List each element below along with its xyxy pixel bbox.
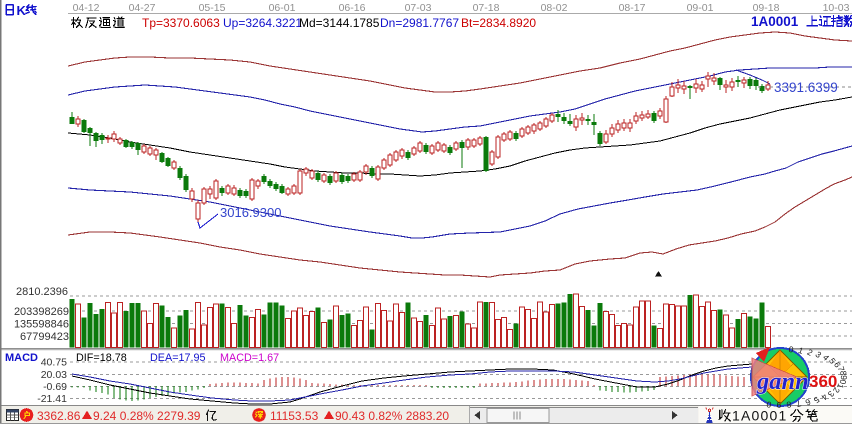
svg-text:40.75: 40.75 — [41, 357, 67, 369]
svg-text:0: 0 — [838, 379, 849, 386]
svg-text:4: 4 — [819, 392, 830, 403]
svg-text:05-15: 05-15 — [199, 2, 226, 14]
svg-text:08-17: 08-17 — [619, 2, 646, 14]
svg-text:Dn=2981.7767: Dn=2981.7767 — [380, 16, 459, 30]
svg-text:2: 2 — [831, 386, 842, 395]
svg-text:Md=3144.1785: Md=3144.1785 — [299, 16, 380, 30]
svg-text:203398269: 203398269 — [14, 306, 69, 318]
svg-text:06-01: 06-01 — [269, 2, 296, 14]
svg-text:8: 8 — [838, 370, 849, 376]
svg-text:08-02: 08-02 — [541, 2, 568, 14]
svg-text:07-03: 07-03 — [405, 2, 432, 14]
svg-text:1A0001: 1A0001 — [732, 408, 787, 424]
svg-text:11153.53: 11153.53 — [270, 409, 319, 423]
svg-text:-0.69: -0.69 — [43, 381, 67, 393]
svg-text:20.03: 20.03 — [41, 369, 67, 381]
svg-text:1: 1 — [797, 345, 805, 356]
svg-text:7: 7 — [795, 398, 803, 409]
svg-text:5: 5 — [812, 394, 822, 405]
svg-text:0: 0 — [765, 399, 772, 410]
svg-text:09-01: 09-01 — [687, 2, 714, 14]
svg-text:10-03: 10-03 — [823, 2, 850, 14]
svg-text:2: 2 — [806, 347, 815, 358]
svg-text:3: 3 — [826, 389, 837, 399]
svg-text:DEA=17.95: DEA=17.95 — [150, 352, 206, 364]
svg-text:MACD=1.67: MACD=1.67 — [220, 352, 279, 364]
svg-text:67799423: 67799423 — [20, 331, 69, 343]
svg-text:04-27: 04-27 — [129, 2, 156, 14]
svg-text:07-18: 07-18 — [473, 2, 500, 14]
svg-text:9.24 0.28% 2279.39: 9.24 0.28% 2279.39 — [93, 409, 201, 423]
svg-text:8: 8 — [786, 399, 792, 410]
svg-text:9: 9 — [839, 375, 849, 380]
svg-text:6: 6 — [832, 360, 843, 369]
svg-text:90.43 0.82% 2883.20: 90.43 0.82% 2883.20 — [335, 409, 449, 423]
svg-text:3016.9300: 3016.9300 — [220, 205, 281, 220]
svg-text:gann: gann — [756, 368, 809, 395]
svg-text:Up=3264.3221: Up=3264.3221 — [223, 16, 302, 30]
svg-text:04-12: 04-12 — [73, 2, 100, 14]
svg-text:MACD: MACD — [5, 352, 38, 364]
svg-text:1: 1 — [835, 382, 846, 390]
svg-text:3362.86: 3362.86 — [37, 409, 81, 423]
svg-text:3: 3 — [814, 349, 824, 360]
svg-text:4: 4 — [821, 352, 832, 363]
svg-text:3391.6399: 3391.6399 — [774, 80, 838, 95]
svg-text:0: 0 — [788, 344, 795, 355]
svg-text:09-18: 09-18 — [753, 2, 780, 14]
svg-text:6: 6 — [804, 397, 813, 408]
svg-text:7: 7 — [836, 365, 847, 373]
svg-text:06-16: 06-16 — [339, 2, 366, 14]
svg-text:360: 360 — [809, 372, 837, 391]
svg-text:-21.41: -21.41 — [37, 393, 67, 405]
svg-text:5: 5 — [827, 356, 838, 366]
svg-text:Tp=3370.6063: Tp=3370.6063 — [142, 16, 220, 30]
svg-text:DIF=18.78: DIF=18.78 — [76, 352, 127, 364]
svg-text:9: 9 — [776, 400, 781, 410]
svg-text:K: K — [17, 3, 27, 18]
svg-text:135598846: 135598846 — [14, 319, 69, 331]
svg-text:Bt=2834.8920: Bt=2834.8920 — [461, 16, 536, 30]
svg-text:2810.2396: 2810.2396 — [16, 286, 68, 298]
svg-text:1A0001: 1A0001 — [751, 14, 799, 29]
